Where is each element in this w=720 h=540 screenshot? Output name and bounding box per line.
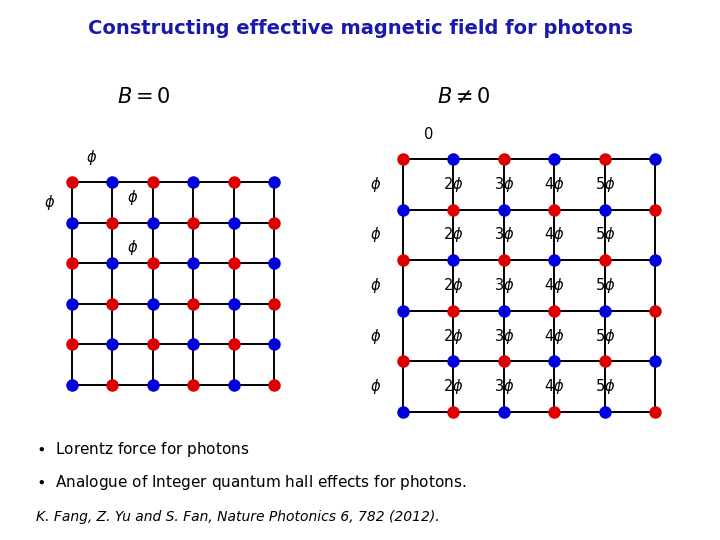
Text: $3\phi$: $3\phi$ [494, 327, 514, 346]
Text: $3\phi$: $3\phi$ [494, 377, 514, 396]
Text: $2\phi$: $2\phi$ [444, 377, 464, 396]
Text: $\phi$: $\phi$ [369, 327, 381, 346]
Text: Constructing effective magnetic field for photons: Constructing effective magnetic field fo… [88, 19, 632, 38]
Text: $\bullet$  Lorentz force for photons: $\bullet$ Lorentz force for photons [36, 440, 249, 459]
Text: $\phi$: $\phi$ [369, 175, 381, 194]
Text: $2\phi$: $2\phi$ [444, 175, 464, 194]
Text: $2\phi$: $2\phi$ [444, 276, 464, 295]
Text: $5\phi$: $5\phi$ [595, 327, 615, 346]
Text: $\phi$: $\phi$ [369, 226, 381, 245]
Text: $4\phi$: $4\phi$ [544, 377, 564, 396]
Text: $4\phi$: $4\phi$ [544, 226, 564, 245]
Text: $B = 0$: $B = 0$ [117, 87, 171, 107]
Text: $\phi$: $\phi$ [369, 377, 381, 396]
Text: $4\phi$: $4\phi$ [544, 175, 564, 194]
Text: $4\phi$: $4\phi$ [544, 327, 564, 346]
Text: $B \neq 0$: $B \neq 0$ [438, 87, 491, 107]
Text: $\phi$: $\phi$ [369, 276, 381, 295]
Text: $5\phi$: $5\phi$ [595, 377, 615, 396]
Text: $3\phi$: $3\phi$ [494, 226, 514, 245]
Text: $0$: $0$ [423, 125, 433, 141]
Text: $5\phi$: $5\phi$ [595, 226, 615, 245]
Text: $\phi$: $\phi$ [127, 188, 138, 207]
Text: $2\phi$: $2\phi$ [444, 327, 464, 346]
Text: $5\phi$: $5\phi$ [595, 175, 615, 194]
Text: $\phi$: $\phi$ [86, 148, 97, 167]
Text: $\phi$: $\phi$ [44, 193, 55, 212]
Text: $3\phi$: $3\phi$ [494, 276, 514, 295]
Text: K. Fang, Z. Yu and S. Fan, Nature Photonics 6, 782 (2012).: K. Fang, Z. Yu and S. Fan, Nature Photon… [36, 510, 440, 524]
Text: $4\phi$: $4\phi$ [544, 276, 564, 295]
Text: $5\phi$: $5\phi$ [595, 276, 615, 295]
Text: $3\phi$: $3\phi$ [494, 175, 514, 194]
Text: $\phi$: $\phi$ [127, 238, 138, 257]
Text: $2\phi$: $2\phi$ [444, 226, 464, 245]
Text: $\bullet$  Analogue of Integer quantum hall effects for photons.: $\bullet$ Analogue of Integer quantum ha… [36, 472, 467, 491]
